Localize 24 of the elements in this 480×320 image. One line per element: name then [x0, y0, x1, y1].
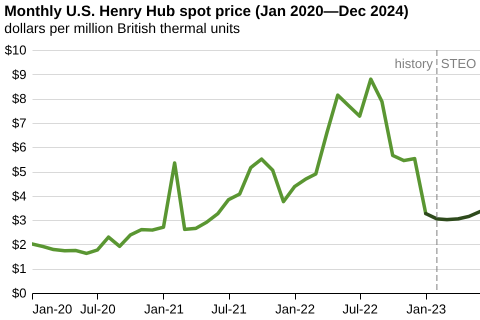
y-tick-label: $8	[12, 91, 26, 106]
y-tick-label: $2	[12, 236, 26, 252]
y-tick-label: $0	[12, 286, 26, 300]
y-tick-label: $7	[12, 115, 26, 130]
y-tick-label: $6	[12, 140, 26, 155]
x-tick-label: Jul-20	[80, 302, 116, 316]
x-tick-label: Jul-21	[211, 302, 247, 316]
annotation: STEO	[440, 56, 476, 71]
x-tick-label: Jul-22	[342, 302, 378, 316]
y-tick-label: $4	[12, 188, 26, 204]
x-tick-label: Jan-21	[144, 302, 184, 316]
line-series	[424, 210, 480, 222]
y-tick-label: $1	[12, 261, 26, 276]
y-tick-label: $5	[12, 164, 26, 179]
x-tick-label: Jan-20	[32, 302, 72, 316]
y-tick-label: $9	[12, 66, 26, 82]
chart-subtitle: dollars per million British thermal units	[4, 20, 240, 36]
ref-line-label: history	[394, 56, 434, 71]
chart-title: Monthly U.S. Henry Hub spot price (Jan 2020—Dec 2024)	[4, 3, 409, 20]
y-tick-label: $3	[12, 212, 26, 228]
line-series	[32, 77, 428, 256]
y-tick-label: $10	[4, 42, 26, 58]
x-tick-label: Jan-23	[406, 302, 446, 316]
x-tick-label: Jan-22	[275, 302, 315, 316]
